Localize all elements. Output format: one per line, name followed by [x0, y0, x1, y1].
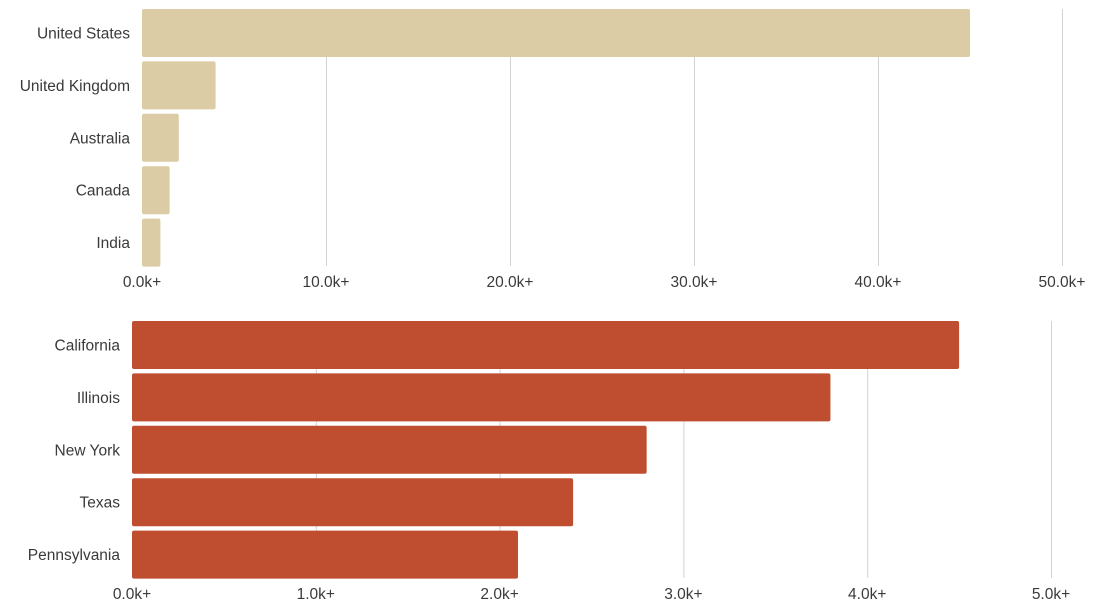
- category-label: United Kingdom: [20, 78, 130, 95]
- bar: [142, 166, 170, 215]
- tick-label: 1.0k+: [297, 586, 335, 603]
- category-label: Canada: [76, 183, 131, 200]
- tick-label: 50.0k+: [1039, 274, 1086, 291]
- bar: [132, 321, 960, 369]
- tick-label: 20.0k+: [487, 274, 534, 291]
- tick-label: 0.0k+: [123, 274, 161, 291]
- bar: [132, 425, 647, 474]
- category-label: Pennsylvania: [28, 547, 121, 564]
- category-label: Texas: [80, 495, 121, 512]
- tick-label: 5.0k+: [1032, 586, 1070, 603]
- states-bar-chart: California Illinois New York Texas Pennsylva…: [28, 321, 1070, 603]
- tick-label: 40.0k+: [855, 274, 902, 291]
- bar: [132, 373, 831, 422]
- category-label: New York: [55, 442, 121, 459]
- tick-label: 10.0k+: [303, 274, 350, 291]
- bar: [142, 9, 970, 57]
- bar: [142, 61, 216, 110]
- category-label: California: [55, 338, 121, 355]
- countries-bar-chart: United States United Kingdom Australia Cana…: [20, 9, 1086, 291]
- bar: [142, 113, 179, 162]
- category-label: United States: [37, 26, 130, 43]
- category-label: Australia: [70, 130, 131, 147]
- tick-label: 30.0k+: [671, 274, 718, 291]
- tick-label: 2.0k+: [480, 586, 518, 603]
- bar: [132, 478, 574, 527]
- tick-label: 4.0k+: [848, 586, 886, 603]
- tick-label: 3.0k+: [664, 586, 702, 603]
- category-label: India: [96, 235, 130, 252]
- category-label: Illinois: [77, 390, 120, 407]
- tick-label: 0.0k+: [113, 586, 151, 603]
- bar: [132, 530, 518, 579]
- bar: [142, 218, 161, 267]
